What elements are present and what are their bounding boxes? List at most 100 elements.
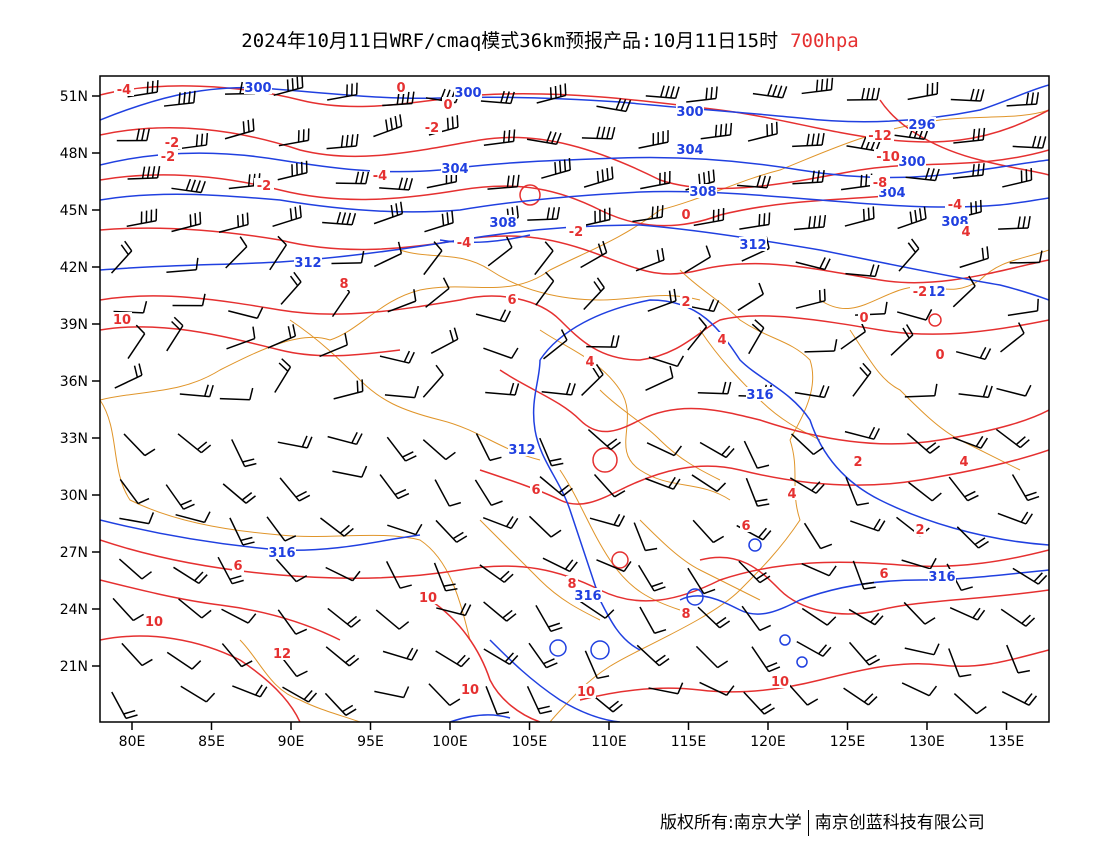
temperature-contour-label: 10: [113, 313, 131, 328]
height-contour-label-bg: [898, 154, 926, 168]
wind-barb: [267, 324, 297, 349]
height-contour-label: 304: [878, 186, 905, 201]
temperature-contour-label-bg: [506, 292, 518, 306]
temperature-contour-label: 8: [681, 607, 690, 622]
wind-barb: [526, 131, 562, 146]
temperature-contour-label-bg: [945, 197, 965, 211]
wind-barb: [218, 212, 249, 234]
wind-barb: [266, 516, 297, 542]
wind-barb: [737, 282, 764, 311]
wind-barb: [647, 288, 677, 312]
wind-barb: [804, 339, 838, 353]
height-contour-label-bg: [746, 387, 774, 401]
wind-barb: [385, 561, 412, 589]
temperature-contour-label: -2: [569, 225, 583, 240]
wind-barb: [485, 686, 510, 715]
wind-barb: [581, 126, 616, 140]
temperature-contour-label: 0: [443, 98, 452, 113]
temperature-contour-label: 8: [567, 577, 576, 592]
wind-barb: [175, 511, 211, 524]
temperature-contour-label-bg: [112, 312, 132, 326]
lat-label: 39N: [60, 317, 88, 333]
wind-barb: [904, 383, 938, 398]
temperature-contour-label-bg: [874, 149, 902, 163]
wind-barb: [113, 301, 148, 314]
wind-barb: [373, 201, 404, 225]
wind-barb: [165, 484, 195, 510]
height-contours: [100, 84, 1049, 722]
wind-barb: [794, 385, 830, 399]
temperature-contour-label-bg: [680, 207, 692, 221]
wind-barb: [953, 692, 987, 715]
temperature-contour-label-bg: [395, 80, 407, 94]
height-contour-label: 300: [454, 86, 481, 101]
wind-barb: [1009, 250, 1043, 264]
wind-barb: [586, 335, 620, 348]
wind-barb: [483, 347, 519, 359]
temperature-contour-label: 2: [915, 523, 924, 538]
wind-barb: [955, 346, 992, 361]
temperature-contour-label-bg: [716, 332, 728, 346]
height-contour-label: 308: [689, 185, 716, 200]
wind-barb: [425, 277, 450, 308]
wind-barb: [543, 329, 568, 360]
wind-barb: [580, 207, 611, 227]
wind-barb: [791, 433, 824, 456]
lon-label: 135E: [989, 734, 1025, 750]
wind-barb: [1011, 474, 1040, 502]
lat-label: 27N: [60, 545, 88, 561]
lat-label: 21N: [60, 659, 88, 675]
height-contour-label-bg: [441, 161, 469, 175]
wind-barb: [646, 442, 683, 457]
wind-barb: [539, 476, 573, 497]
wind-barb: [422, 439, 456, 461]
wind-barb: [639, 606, 667, 634]
temperature-contour-label-bg: [442, 97, 454, 111]
wind-barb: [379, 350, 415, 364]
wind-barb: [325, 566, 361, 582]
temperature-contour-label-bg: [254, 178, 274, 192]
wind-barb: [638, 130, 669, 149]
lon-label: 80E: [119, 734, 146, 750]
temperature-contour-label-bg: [338, 276, 350, 290]
wind-barb: [541, 158, 571, 179]
wind-barb: [903, 601, 936, 625]
wind-barb: [435, 650, 471, 668]
wind-barb: [433, 562, 458, 592]
lon-label: 85E: [198, 734, 225, 750]
wind-barb: [217, 556, 244, 585]
wind-barb: [648, 682, 684, 695]
temperature-contour-label-bg: [934, 347, 946, 361]
wind-barb: [386, 436, 417, 462]
wind-barb: [1006, 92, 1040, 107]
wind-barb: [995, 428, 1030, 449]
title-main: 2024年10月11日WRF/cmaq模式36km预报产品:10月11日15时: [241, 30, 779, 52]
wind-barb: [584, 650, 610, 680]
temperature-contour-label-bg: [870, 175, 890, 189]
wind-barb: [645, 85, 680, 100]
wind-barb: [280, 271, 302, 305]
wind-barb: [686, 86, 718, 103]
wind-barb: [904, 643, 940, 656]
wind-barb: [1006, 644, 1030, 674]
lat-label: 24N: [60, 602, 88, 618]
wind-barb: [528, 515, 562, 538]
wind-barb: [485, 382, 520, 396]
temperature-contour-label: 10: [577, 685, 595, 700]
wind-barb: [226, 326, 256, 350]
wind-barb: [436, 603, 472, 617]
wind-barb: [535, 271, 555, 306]
wind-barb: [326, 133, 359, 150]
wind-barb: [1001, 690, 1038, 706]
temperature-contour-label: 0: [859, 311, 868, 326]
company-name: 南京创蓝科技有限公司: [814, 813, 985, 833]
wind-barb: [637, 564, 666, 592]
lon-label: 95E: [357, 734, 384, 750]
wind-barb: [179, 384, 214, 398]
footer-credits: 版权所有:南京大学 南京创蓝科技有限公司: [660, 808, 985, 836]
wind-barb: [225, 236, 248, 269]
height-contour-label-bg: [676, 142, 704, 156]
wind-barb: [844, 206, 875, 227]
height-contour-label-bg: [928, 569, 956, 583]
wind-barb: [752, 84, 788, 99]
